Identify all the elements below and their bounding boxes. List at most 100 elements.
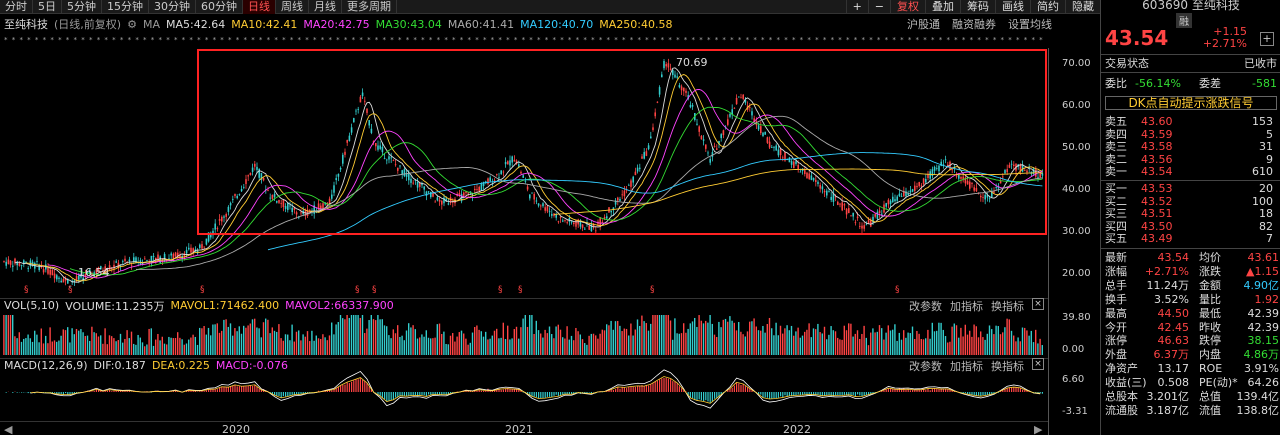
toolbar-button-3[interactable]: 叠加 xyxy=(925,0,960,14)
bid-row[interactable]: 买二 43.52 100 xyxy=(1105,195,1277,208)
vol-switch-indicator-button[interactable]: 换指标 xyxy=(991,299,1024,313)
macd-bar xyxy=(516,389,518,392)
volume-bar xyxy=(190,337,192,355)
volume-bar xyxy=(1015,341,1017,355)
bid-row[interactable]: 买五 43.49 7 xyxy=(1105,233,1277,245)
volume-bar xyxy=(205,334,207,355)
volume-bar xyxy=(100,335,102,355)
macd-bar xyxy=(903,388,905,392)
link-hugutong[interactable]: 沪股通 xyxy=(907,18,940,31)
vol-change-params-button[interactable]: 改参数 xyxy=(909,299,942,313)
close-icon[interactable]: × xyxy=(1032,357,1044,370)
tab-5[interactable]: 60分钟 xyxy=(196,0,243,14)
tab-6[interactable]: 日线 xyxy=(243,0,276,14)
tab-9[interactable]: 更多周期 xyxy=(342,0,397,14)
candle-body xyxy=(960,176,962,179)
volume-bar xyxy=(768,317,771,355)
tab-7[interactable]: 周线 xyxy=(276,0,309,14)
stat-label: 换手 xyxy=(1105,292,1127,306)
volume-bar xyxy=(533,333,535,355)
ask-row[interactable]: 卖一 43.54 610 xyxy=(1105,166,1277,178)
tab-4[interactable]: 30分钟 xyxy=(149,0,196,14)
gear-icon[interactable]: ⚙ xyxy=(127,17,137,31)
x-label-2022: 2022 xyxy=(783,423,811,435)
volume-bar xyxy=(757,330,760,355)
tab-1[interactable]: 5日 xyxy=(33,0,62,14)
volume-bar xyxy=(357,315,359,355)
macd-change-params-button[interactable]: 改参数 xyxy=(909,359,942,373)
volume-bar xyxy=(722,319,724,355)
macd-bar xyxy=(1004,389,1006,392)
tab-0[interactable]: 分时 xyxy=(0,0,33,14)
candle-body xyxy=(542,203,544,207)
dk-signal-banner[interactable]: DK点自动提示涨跌信号 xyxy=(1105,96,1277,110)
volume-bar xyxy=(619,325,621,355)
macd-bar xyxy=(223,386,225,392)
scroll-left-icon[interactable]: ◀ xyxy=(4,423,13,435)
candle-body xyxy=(588,225,590,230)
vol-add-indicator-button[interactable]: 加指标 xyxy=(950,299,983,313)
ask-row[interactable]: 卖二 43.56 9 xyxy=(1105,153,1277,166)
macd-add-indicator-button[interactable]: 加指标 xyxy=(950,359,983,373)
signal-marker: § xyxy=(68,285,73,295)
bid-label: 买一 xyxy=(1105,182,1127,195)
candle-body xyxy=(245,179,247,185)
candle-body xyxy=(689,104,692,108)
bid-row[interactable]: 买一 43.53 20 xyxy=(1105,183,1277,195)
candle-body xyxy=(966,180,969,185)
macd-bar xyxy=(245,386,247,392)
tab-2[interactable]: 5分钟 xyxy=(62,0,102,14)
stat-label: 内盘 xyxy=(1199,348,1221,362)
candle-body xyxy=(573,222,575,225)
bid-row[interactable]: 买四 43.50 82 xyxy=(1105,220,1277,233)
macd-bar xyxy=(760,392,762,395)
ask-row[interactable]: 卖五 43.60 153 xyxy=(1105,116,1277,128)
volume-bar xyxy=(238,326,240,355)
macd-bar xyxy=(786,392,788,397)
volume-bar xyxy=(438,323,441,355)
volume-bar xyxy=(628,335,630,355)
toolbar-button-6[interactable]: 简约 xyxy=(1030,0,1065,14)
macd-bar xyxy=(698,392,700,400)
link-rongzi[interactable]: 融资融券 xyxy=(952,18,996,31)
volume-bar xyxy=(86,335,89,355)
toolbar-button-7[interactable]: 隐藏 xyxy=(1065,0,1100,14)
toolbar-button-4[interactable]: 筹码 xyxy=(960,0,995,14)
tab-3[interactable]: 15分钟 xyxy=(102,0,149,14)
bid-row[interactable]: 买三 43.51 18 xyxy=(1105,208,1277,220)
candle-body xyxy=(705,144,707,149)
candle-body xyxy=(207,232,210,242)
toolbar-button-1[interactable]: − xyxy=(867,0,890,14)
candle-body xyxy=(665,64,667,67)
candle-body xyxy=(845,208,848,215)
volume-bar xyxy=(245,327,247,355)
volume-bar xyxy=(421,334,423,355)
add-watchlist-button[interactable]: + xyxy=(1260,32,1274,46)
close-icon[interactable]: × xyxy=(1032,297,1044,310)
toolbar-button-0[interactable]: + xyxy=(845,0,868,14)
macd-switch-indicator-button[interactable]: 换指标 xyxy=(991,359,1024,373)
toolbar-button-2[interactable]: 复权 xyxy=(890,0,925,14)
candle-body xyxy=(122,260,124,262)
volume-bar xyxy=(641,315,643,355)
toolbar-button-5[interactable]: 画线 xyxy=(995,0,1030,14)
volume-bar xyxy=(713,334,716,355)
kline-chart[interactable]: 70.69 16.54 § § § § § § § § § xyxy=(0,0,1100,435)
scroll-right-icon[interactable]: ▶ xyxy=(1034,423,1043,435)
stat-row: 涨停 46.63 跌停 38.15 xyxy=(1101,335,1280,348)
weibi-row: 委比 -56.14% 委差 -581 xyxy=(1105,77,1277,90)
link-ma-settings[interactable]: 设置均线 xyxy=(1008,18,1052,31)
volume-bar xyxy=(408,323,410,355)
tab-8[interactable]: 月线 xyxy=(309,0,342,14)
macd-bar xyxy=(225,387,227,392)
ask-row[interactable]: 卖四 43.59 5 xyxy=(1105,128,1277,141)
price-tick: 20.00 xyxy=(1062,268,1091,279)
volume-bar xyxy=(854,333,856,355)
macd-bar xyxy=(117,390,119,392)
macd-bar xyxy=(124,390,126,392)
stat-label: ROE xyxy=(1199,362,1223,376)
macd-bar xyxy=(762,392,764,398)
volume-bar xyxy=(350,315,353,355)
ask-row[interactable]: 卖三 43.58 31 xyxy=(1105,141,1277,153)
candle-body xyxy=(322,203,324,210)
